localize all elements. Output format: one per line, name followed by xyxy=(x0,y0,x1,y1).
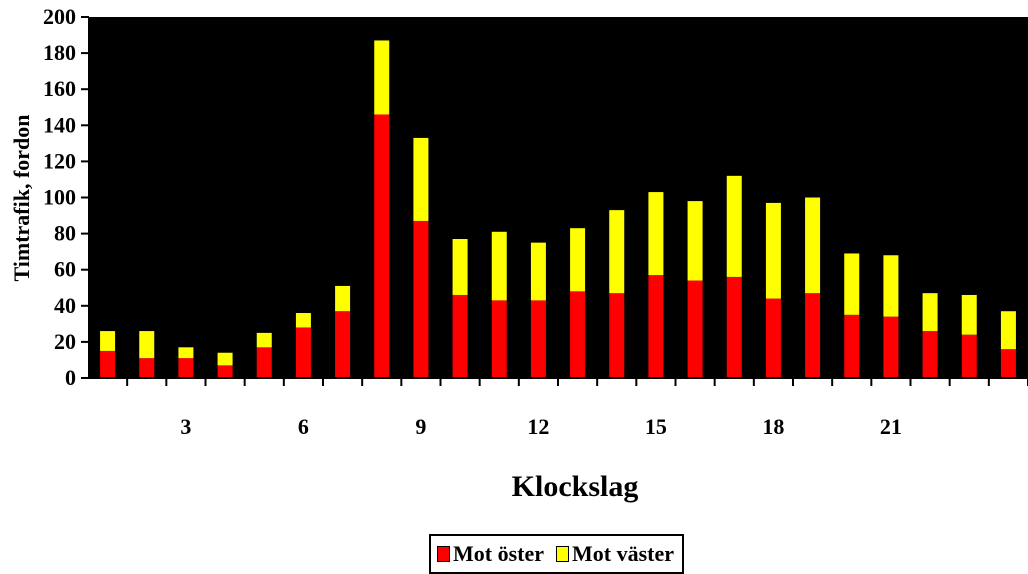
bar-west-19 xyxy=(805,197,821,294)
bar-east-20 xyxy=(844,314,860,378)
bar-west-1 xyxy=(100,331,116,351)
y-ticks-group: 0 20 40 60 80 100 120 140 160 180 200 xyxy=(43,4,89,390)
bar-east-18 xyxy=(765,298,781,378)
bar-east-15 xyxy=(648,275,664,378)
y-tick-label: 180 xyxy=(43,40,76,65)
x-tick-label: 18 xyxy=(762,414,784,439)
bar-west-5 xyxy=(256,332,272,348)
bar-east-3 xyxy=(178,358,194,378)
x-tick-label: 15 xyxy=(645,414,667,439)
bar-west-16 xyxy=(687,201,703,281)
y-tick-label: 200 xyxy=(43,4,76,29)
bar-east-21 xyxy=(883,316,899,378)
bar-east-17 xyxy=(726,276,742,378)
bar-west-2 xyxy=(139,331,155,359)
x-tick-label: 9 xyxy=(415,414,426,439)
bar-west-20 xyxy=(844,253,860,315)
bar-west-23 xyxy=(961,294,977,335)
legend: Mot öster Mot väster xyxy=(429,534,685,574)
bar-east-16 xyxy=(687,280,703,378)
bar-east-7 xyxy=(335,311,351,378)
bar-east-6 xyxy=(295,327,311,378)
bar-west-13 xyxy=(570,228,586,292)
bar-west-14 xyxy=(609,210,625,294)
x-tick-label: 3 xyxy=(180,414,191,439)
bar-east-9 xyxy=(413,220,429,378)
bar-east-24 xyxy=(1000,349,1016,378)
bar-west-15 xyxy=(648,192,664,276)
bar-east-5 xyxy=(256,347,272,378)
bar-east-4 xyxy=(217,365,233,378)
plot-area xyxy=(88,17,1028,378)
legend-item-west: Mot väster xyxy=(556,541,674,567)
bar-west-9 xyxy=(413,137,429,221)
y-tick-label: 80 xyxy=(54,221,76,246)
bar-west-10 xyxy=(452,239,468,295)
y-tick-label: 60 xyxy=(54,257,76,282)
bar-west-6 xyxy=(295,313,311,328)
y-tick-label: 20 xyxy=(54,329,76,354)
y-tick-label: 140 xyxy=(43,112,76,137)
legend-item-east: Mot öster xyxy=(437,541,544,567)
bar-east-19 xyxy=(805,293,821,378)
bar-east-11 xyxy=(491,300,507,378)
y-tick-label: 40 xyxy=(54,293,76,318)
bar-west-12 xyxy=(530,242,546,301)
x-axis-title: Klockslag xyxy=(512,470,639,503)
bar-west-24 xyxy=(1000,311,1016,350)
bar-east-14 xyxy=(609,293,625,378)
y-axis-title: Timtrafik, fordon xyxy=(9,114,34,281)
bar-west-21 xyxy=(883,255,899,317)
bar-east-13 xyxy=(570,291,586,378)
bar-west-4 xyxy=(217,352,233,366)
bar-west-22 xyxy=(922,293,938,332)
legend-label-east: Mot öster xyxy=(453,541,545,566)
y-tick-label: 160 xyxy=(43,76,76,101)
bar-west-7 xyxy=(335,285,351,312)
bar-east-23 xyxy=(961,334,977,378)
legend-label-west: Mot väster xyxy=(572,541,675,566)
bar-west-18 xyxy=(765,202,781,299)
legend-swatch-west xyxy=(556,546,570,562)
x-ticks-group: 3 6 9 12 15 18 21 xyxy=(126,378,1028,439)
bar-west-11 xyxy=(491,231,507,301)
y-tick-label: 0 xyxy=(65,365,76,390)
bar-west-17 xyxy=(726,175,742,277)
y-tick-label: 120 xyxy=(43,148,76,173)
bar-east-8 xyxy=(374,114,390,378)
x-tick-label: 21 xyxy=(880,414,902,439)
x-tick-label: 12 xyxy=(527,414,549,439)
bar-west-3 xyxy=(178,347,194,359)
bar-east-2 xyxy=(139,358,155,378)
bar-east-12 xyxy=(530,300,546,378)
bar-east-22 xyxy=(922,331,938,378)
bar-east-10 xyxy=(452,294,468,378)
y-tick-label: 100 xyxy=(43,185,76,210)
bar-east-1 xyxy=(100,350,116,378)
bar-west-8 xyxy=(374,40,390,115)
bars-group xyxy=(100,40,1016,378)
legend-swatch-east xyxy=(437,546,450,562)
x-tick-label: 6 xyxy=(298,414,309,439)
